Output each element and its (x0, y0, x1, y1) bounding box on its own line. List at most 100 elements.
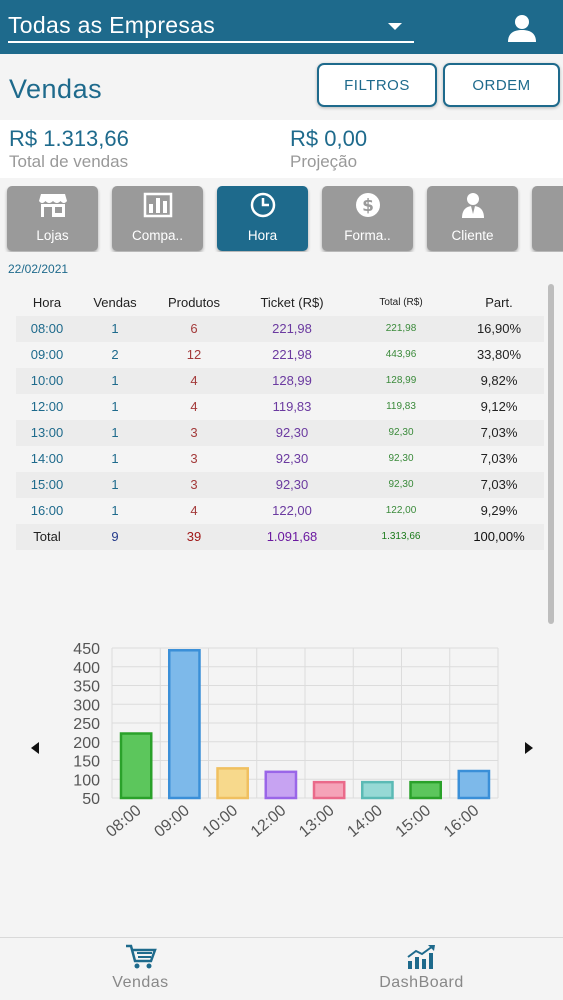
cell-vendas: 1 (111, 503, 119, 518)
y-tick-label: 350 (73, 679, 100, 696)
cell-part: 9,82% (480, 373, 518, 388)
footer-hora: Total (33, 529, 61, 544)
cell-total: 128,99 (385, 375, 417, 386)
table-row: 10:00 1 4 128,99 128,99 9,82% (16, 368, 544, 394)
tab-formas-pagamento[interactable]: $ Forma.. (322, 186, 413, 251)
x-tick-label: 12:00 (248, 802, 290, 841)
cell-vendas: 1 (111, 425, 119, 440)
tab-cliente[interactable]: Cliente (427, 186, 518, 251)
chart-up-icon (407, 945, 435, 969)
cell-part: 9,12% (480, 399, 518, 414)
chevron-down-icon[interactable] (388, 23, 402, 30)
cell-vendas: 2 (111, 347, 119, 362)
tab-label: Cliente (451, 228, 494, 243)
footer-ticket: 1.091,68 (266, 529, 318, 544)
cell-part: 33,80% (476, 347, 522, 362)
nav-dashboard-label: DashBoard (379, 974, 464, 991)
cell-vendas: 1 (111, 373, 119, 388)
tab-companhias[interactable]: Compa.. (112, 186, 203, 251)
table-header: Hora Vendas Produtos Ticket (R$) Total (… (16, 290, 544, 316)
y-tick-label: 250 (73, 716, 100, 733)
bar-chart-icon (143, 192, 173, 218)
table-row: 14:00 1 3 92,30 92,30 7,03% (16, 446, 544, 472)
x-tick-label: 13:00 (296, 802, 338, 841)
projection-label: Projeção (290, 152, 358, 171)
table-row: 12:00 1 4 119,83 119,83 9,12% (16, 394, 544, 420)
header-ticket: Ticket (R$) (260, 295, 324, 310)
y-tick-label: 100 (73, 772, 100, 789)
x-tick-label: 09:00 (151, 802, 193, 841)
bar-1500 (409, 780, 442, 800)
chart-next-arrow-icon[interactable] (525, 742, 533, 754)
cell-hora: 10:00 (30, 373, 64, 388)
footer-part: 100,00% (473, 529, 525, 544)
clock-icon (250, 192, 276, 218)
nav-dashboard[interactable]: DashBoard (281, 938, 562, 1000)
bar-1600 (457, 769, 491, 800)
footer-vendas: 9 (111, 529, 119, 544)
company-select-label: Todas as Empresas (8, 12, 216, 38)
category-tabs: Lojas Compa.. Hora $ Forma.. Cliente (0, 186, 563, 252)
y-tick-label: 200 (73, 735, 100, 752)
bar-0800 (119, 732, 153, 800)
y-tick-label: 300 (73, 697, 100, 714)
total-sales-value: R$ 1.313,66 (9, 126, 129, 151)
bar-1400 (361, 780, 394, 800)
bar-1200 (264, 770, 298, 800)
footer-produtos: 39 (186, 529, 202, 544)
header-part: Part. (485, 295, 513, 310)
cell-total: 443,96 (385, 349, 417, 360)
y-tick-label: 150 (73, 754, 100, 771)
y-tick-label: 450 (73, 641, 100, 658)
cell-total: 92,30 (388, 427, 414, 438)
store-icon (39, 194, 67, 217)
tab-lojas[interactable]: Lojas (7, 186, 98, 251)
cell-hora: 16:00 (30, 503, 64, 518)
cell-produtos: 3 (190, 451, 198, 466)
dollar-icon: $ (356, 193, 380, 217)
cell-vendas: 1 (111, 477, 119, 492)
footer-total: 1.313,66 (381, 531, 421, 542)
cell-ticket: 92,30 (275, 425, 309, 440)
order-button[interactable]: ORDEM (443, 63, 560, 107)
cell-hora: 12:00 (30, 399, 64, 414)
table-row: 09:00 2 12 221,98 443,96 33,80% (16, 342, 544, 368)
nav-vendas[interactable]: Vendas (0, 938, 281, 1000)
cell-ticket: 221,98 (272, 347, 312, 362)
cell-ticket: 92,30 (275, 477, 309, 492)
cell-vendas: 1 (111, 321, 119, 336)
cell-hora: 13:00 (30, 425, 64, 440)
projection-value: R$ 0,00 (290, 126, 368, 151)
cell-ticket: 92,30 (275, 451, 309, 466)
scrollbar[interactable] (548, 284, 554, 624)
cell-ticket: 122,00 (272, 503, 312, 518)
nav-vendas-label: Vendas (112, 974, 169, 991)
cell-produtos: 3 (190, 425, 198, 440)
cell-produtos: 6 (190, 321, 198, 336)
cell-total: 122,00 (385, 505, 417, 516)
tab-label: Hora (247, 228, 278, 243)
totals-panel: R$ 1.313,66 Total de vendas R$ 0,00 Proj… (0, 120, 563, 178)
x-tick-label: 10:00 (200, 802, 242, 841)
cell-part: 9,29% (480, 503, 518, 518)
bar-0900 (168, 649, 201, 800)
tab-produtos[interactable]: Pr (532, 186, 563, 251)
company-select[interactable]: Todas as Empresas (8, 10, 414, 43)
tab-label: Compa.. (131, 228, 184, 243)
x-tick-label: 14:00 (344, 802, 386, 841)
tab-hora[interactable]: Hora (217, 186, 308, 251)
top-bar: Todas as Empresas (0, 0, 563, 54)
cell-ticket: 128,99 (272, 373, 312, 388)
chart-prev-arrow-icon[interactable] (31, 742, 39, 754)
filters-button[interactable]: FILTROS (317, 63, 437, 107)
total-sales-label: Total de vendas (9, 152, 129, 171)
table-row: 13:00 1 3 92,30 92,30 7,03% (16, 420, 544, 446)
person-icon (462, 193, 484, 218)
cell-part: 16,90% (476, 321, 522, 336)
bar-1300 (312, 780, 346, 800)
cell-ticket: 119,83 (272, 399, 312, 414)
user-icon[interactable] (506, 14, 538, 42)
tab-label: Pr (532, 228, 563, 243)
cell-produtos: 4 (190, 399, 198, 414)
table-footer: Total 9 39 1.091,68 1.313,66 100,00% (16, 524, 544, 550)
